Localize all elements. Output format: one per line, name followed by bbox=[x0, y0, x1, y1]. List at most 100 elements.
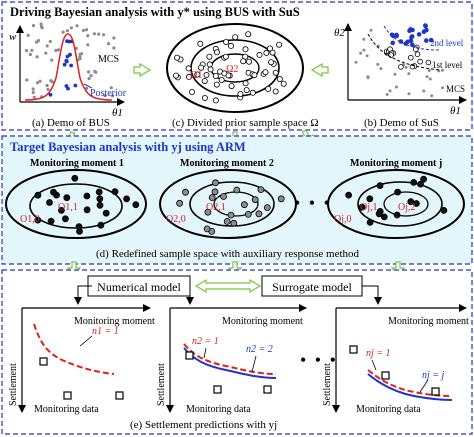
sample-point bbox=[47, 217, 55, 225]
sample-point bbox=[358, 203, 366, 211]
mcs-point bbox=[79, 52, 84, 56]
plot-j-monitoring-data-label: Monitoring data bbox=[356, 404, 421, 415]
mcs-point bbox=[112, 36, 116, 40]
top-title: Driving Bayesian analysis with y* using … bbox=[10, 5, 300, 19]
prior-sample bbox=[218, 77, 225, 84]
sample-point bbox=[380, 213, 388, 221]
sample-point bbox=[58, 206, 65, 214]
connector-3 bbox=[362, 285, 382, 305]
arrow-b-to-c bbox=[310, 62, 329, 78]
plot-j-data-point bbox=[349, 345, 358, 354]
prior-sample bbox=[232, 34, 239, 41]
mcs-point bbox=[103, 94, 107, 98]
prior-sample bbox=[172, 72, 179, 79]
posterior-point bbox=[69, 63, 73, 68]
moment-1-outer-label: O1,0 bbox=[20, 214, 40, 225]
sample-point bbox=[394, 188, 402, 196]
sample-point bbox=[132, 201, 140, 209]
mcs-point bbox=[56, 48, 61, 52]
mcs-point bbox=[86, 34, 90, 38]
sample-point bbox=[345, 191, 353, 199]
prior-sample bbox=[256, 51, 263, 58]
level-2-point bbox=[390, 40, 396, 46]
mcs-point bbox=[38, 79, 42, 83]
panel-a-y-label: w bbox=[9, 31, 17, 43]
sample-point bbox=[420, 175, 428, 183]
prior-sample bbox=[185, 65, 192, 72]
settlement-plot-1: Monitoring moment n1 = 1 bbox=[18, 304, 155, 413]
mcs-point bbox=[25, 49, 29, 53]
prior-sample bbox=[221, 70, 228, 77]
moment-2-space: O2,1 O2,0 bbox=[159, 169, 297, 239]
prior-sample bbox=[198, 64, 205, 71]
prior-sample bbox=[246, 58, 253, 65]
prior-sample bbox=[206, 61, 213, 68]
prior-sample bbox=[213, 49, 220, 56]
mcs-point bbox=[32, 95, 36, 99]
panel-a-posterior-label: Posterior bbox=[90, 88, 127, 99]
mcs-point bbox=[44, 51, 48, 55]
plot-1-data-point bbox=[63, 391, 72, 400]
prior-sample bbox=[272, 88, 279, 95]
mcs-point bbox=[425, 75, 429, 79]
plot-1-settlement-label: Settlement bbox=[8, 363, 19, 406]
mcs-point bbox=[25, 78, 29, 82]
moment-1-inner-label: O1,1 bbox=[58, 202, 78, 213]
level-1-boundary bbox=[367, 33, 441, 71]
plot-1-curve-1 bbox=[33, 323, 115, 375]
mcs-point bbox=[54, 48, 58, 53]
level-2-point bbox=[423, 23, 429, 29]
level-1-point bbox=[425, 59, 432, 66]
mcs-point bbox=[441, 68, 444, 72]
moment-1-space: O1,1 O1,0 bbox=[5, 169, 147, 239]
sample-point bbox=[257, 186, 265, 194]
sample-point bbox=[96, 195, 104, 203]
prior-sample bbox=[222, 53, 229, 60]
level-2-points bbox=[389, 23, 434, 48]
sample-point bbox=[251, 196, 259, 204]
sample-point bbox=[223, 218, 231, 225]
omega-2-label: Ω2 bbox=[226, 64, 238, 75]
mcs-point bbox=[393, 72, 397, 76]
prior-sample bbox=[243, 87, 250, 94]
mcs-point bbox=[388, 89, 392, 93]
sample-point bbox=[71, 174, 79, 182]
mcs-point bbox=[49, 79, 53, 83]
mcs-point bbox=[376, 62, 380, 66]
connector-1 bbox=[74, 285, 92, 305]
arrow-c-to-a bbox=[133, 62, 152, 78]
mcs-point bbox=[85, 86, 89, 90]
mcs-point bbox=[441, 86, 444, 90]
level-1-label: 1st level bbox=[432, 60, 463, 70]
level-1-point bbox=[388, 52, 394, 58]
mcs-point bbox=[69, 26, 73, 30]
plot-2-data-point bbox=[263, 385, 272, 394]
prior-sample bbox=[249, 89, 256, 96]
sample-point bbox=[233, 186, 241, 194]
level-2-point bbox=[416, 32, 422, 37]
mcs-point bbox=[35, 55, 39, 59]
prior-sample bbox=[263, 49, 270, 56]
prior-sample bbox=[227, 42, 234, 49]
level-2-point bbox=[398, 39, 404, 44]
sample-point bbox=[393, 211, 401, 219]
mcs-point bbox=[61, 30, 65, 34]
mcs-point bbox=[106, 42, 111, 46]
sample-point bbox=[62, 215, 69, 223]
settlement-plot-j: Monitoring moment nj = 1 nj = j bbox=[332, 304, 469, 413]
prior-sample bbox=[268, 59, 275, 66]
mcs-point bbox=[78, 57, 82, 61]
plot-2-curve-1-label: n2 = 1 bbox=[192, 336, 219, 347]
prior-sample bbox=[276, 76, 283, 83]
posterior-point bbox=[73, 83, 78, 88]
sample-point bbox=[75, 223, 83, 231]
sample-point bbox=[410, 178, 418, 186]
sample-point bbox=[111, 188, 119, 196]
mcs-point bbox=[89, 74, 93, 78]
settlement-plot-2: Monitoring moment n2 = 1 n2 = 2 bbox=[166, 304, 307, 413]
plot-1-curve-1-label: n1 = 1 bbox=[92, 326, 119, 337]
level-2-point bbox=[410, 42, 415, 48]
mcs-point bbox=[75, 24, 79, 28]
prior-sample bbox=[197, 40, 204, 47]
mcs-point bbox=[46, 87, 50, 91]
